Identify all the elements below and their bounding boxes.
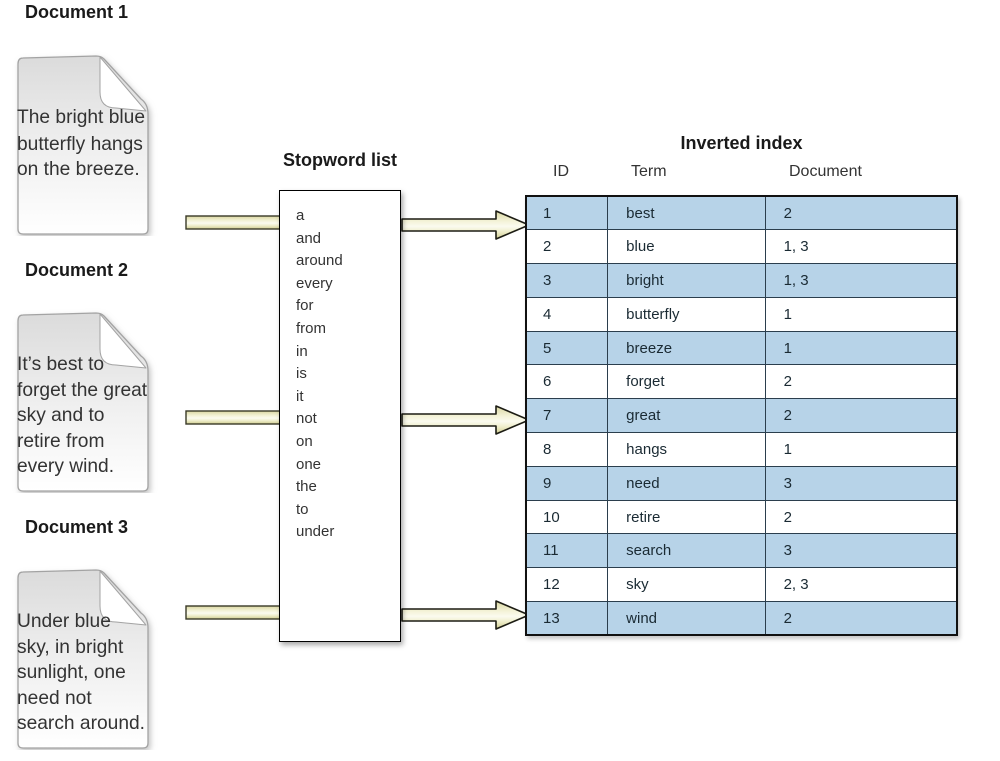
- svg-text:It’s best to: It’s best to: [17, 354, 104, 375]
- svg-text:every wind.: every wind.: [17, 456, 114, 477]
- svg-text:search around.: search around.: [17, 713, 145, 734]
- svg-text:need not: need not: [17, 688, 92, 709]
- svg-text:sky and to: sky and to: [17, 405, 104, 426]
- svg-text:sunlight, one: sunlight, one: [17, 662, 126, 683]
- svg-text:The bright blue: The bright blue: [17, 107, 145, 128]
- svg-text:on the breeze.: on the breeze.: [17, 159, 140, 180]
- svg-text:Under blue: Under blue: [17, 611, 111, 632]
- svg-text:forget the great: forget the great: [17, 380, 148, 401]
- svg-text:butterfly hangs: butterfly hangs: [17, 134, 143, 155]
- svg-text:sky, in bright: sky, in bright: [17, 637, 124, 658]
- svg-text:retire from: retire from: [17, 431, 104, 452]
